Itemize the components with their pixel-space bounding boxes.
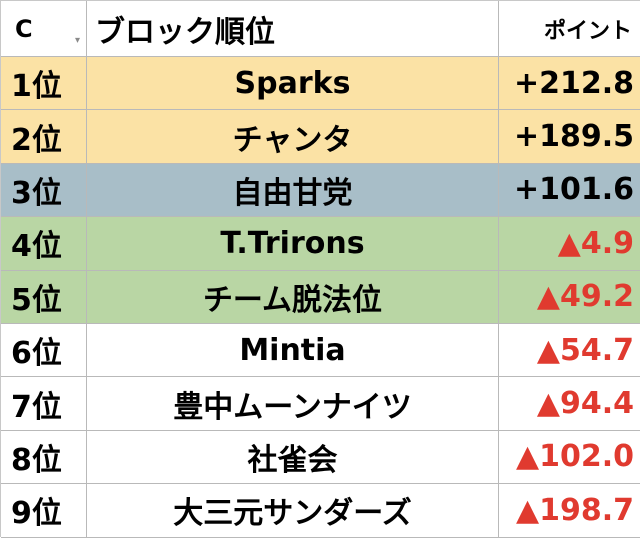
header-c-label: C xyxy=(15,14,33,43)
rank-cell[interactable]: 9位 xyxy=(1,484,87,538)
points-value: ▲198.7 xyxy=(516,492,634,528)
rank-cell[interactable]: 5位 xyxy=(1,270,87,324)
points-value: ▲54.7 xyxy=(536,332,634,368)
header-cell-name[interactable]: ブロック順位 xyxy=(87,1,499,57)
team-name: Mintia xyxy=(239,332,346,368)
rank-cell[interactable]: 8位 xyxy=(1,430,87,485)
points-value: +212.8 xyxy=(513,65,634,101)
team-name: 自由甘党 xyxy=(232,175,353,211)
rank-cell[interactable]: 4位 xyxy=(1,217,87,271)
points-value: ▲49.2 xyxy=(536,279,634,315)
team-cell[interactable]: チーム脱法位 xyxy=(87,270,499,324)
rank-cell[interactable]: 7位 xyxy=(1,377,87,431)
rank-label: 6位 xyxy=(11,336,62,372)
team-cell[interactable]: 大三元サンダーズ xyxy=(87,484,499,538)
points-value: ▲102.0 xyxy=(516,439,634,475)
points-cell[interactable]: ▲49.2 xyxy=(499,270,640,324)
rank-label: 3位 xyxy=(11,175,62,211)
filter-dropdown-icon[interactable]: ▾ xyxy=(74,35,80,46)
points-cell[interactable]: ▲102.0 xyxy=(499,430,640,485)
team-name: 大三元サンダーズ xyxy=(173,496,412,532)
rank-label: 2位 xyxy=(11,122,62,158)
team-cell[interactable]: 社雀会 xyxy=(87,430,499,485)
team-name: T.Trirons xyxy=(220,225,365,261)
rank-label: 7位 xyxy=(11,389,62,425)
header-cell-points[interactable]: ポイント xyxy=(499,1,640,57)
points-cell[interactable]: +101.6 xyxy=(499,163,640,218)
rank-label: 5位 xyxy=(11,282,62,318)
team-cell[interactable]: Mintia xyxy=(87,323,499,378)
header-points-label: ポイント xyxy=(543,18,632,44)
team-cell[interactable]: チャンタ xyxy=(87,110,499,164)
rank-cell[interactable]: 2位 xyxy=(1,110,87,164)
rank-label: 9位 xyxy=(11,496,62,532)
points-cell[interactable]: ▲4.9 xyxy=(499,217,640,271)
rank-cell[interactable]: 6位 xyxy=(1,323,87,378)
header-name-label: ブロック順位 xyxy=(95,14,275,50)
points-value: ▲4.9 xyxy=(557,225,634,261)
points-cell[interactable]: +189.5 xyxy=(499,110,640,164)
team-name: 社雀会 xyxy=(247,442,338,478)
rank-label: 4位 xyxy=(11,229,62,265)
points-value: +189.5 xyxy=(513,119,634,155)
team-cell[interactable]: T.Trirons xyxy=(87,217,499,271)
rank-cell[interactable]: 3位 xyxy=(1,163,87,218)
team-cell[interactable]: 豊中ムーンナイツ xyxy=(87,377,499,431)
team-name: チャンタ xyxy=(232,122,353,158)
team-cell[interactable]: 自由甘党 xyxy=(87,163,499,218)
team-name: Sparks xyxy=(234,65,351,101)
points-cell[interactable]: ▲198.7 xyxy=(499,484,640,538)
team-name: 豊中ムーンナイツ xyxy=(173,389,412,425)
header-cell-c[interactable]: C ▾ xyxy=(1,1,87,57)
points-cell[interactable]: ▲94.4 xyxy=(499,377,640,431)
team-cell[interactable]: Sparks xyxy=(87,57,499,111)
team-name: チーム脱法位 xyxy=(202,282,383,318)
rank-label: 1位 xyxy=(11,69,62,105)
points-cell[interactable]: ▲54.7 xyxy=(499,323,640,378)
rank-label: 8位 xyxy=(11,442,62,478)
rank-cell[interactable]: 1位 xyxy=(1,57,87,111)
points-value: ▲94.4 xyxy=(536,386,634,422)
points-value: +101.6 xyxy=(513,172,634,208)
points-cell[interactable]: +212.8 xyxy=(499,57,640,111)
